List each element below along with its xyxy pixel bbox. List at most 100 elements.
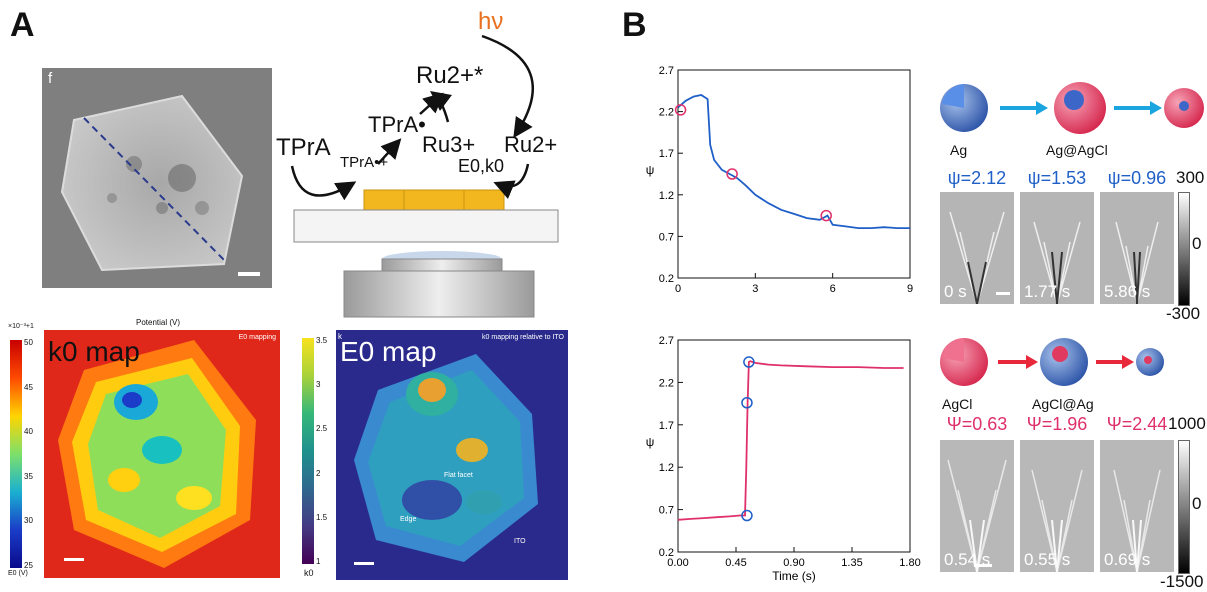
x-tick-label: 1.35 — [841, 557, 862, 569]
data-point-marker — [674, 104, 687, 116]
e0-tick: 2 — [316, 468, 321, 478]
e0-map-panel: 3.5 3 2.5 2 1.5 1 k0 E0 map k0 mapping r… — [296, 330, 576, 582]
top-scale-min: -300 — [1166, 304, 1201, 323]
wave-image-top: 0 s — [940, 192, 1014, 304]
sem-particle — [42, 68, 272, 288]
k0-tick: 25 — [24, 560, 33, 570]
x-tick-label: 0.90 — [783, 557, 804, 569]
sem-letter: f — [48, 70, 53, 87]
k0-colorbar-unit: ×10⁻³+1 — [8, 323, 34, 330]
psi-label-bottom: Ψ=1.96 — [1026, 414, 1088, 434]
x-tick-label: 1.80 — [899, 557, 920, 569]
y-tick-label: 1.7 — [659, 420, 674, 432]
k0-map-image: k0 map E0 mapping — [44, 330, 280, 578]
y-tick-label: 2.2 — [659, 107, 674, 119]
y-tick-label: 2.7 — [659, 335, 674, 347]
panel-label-a: A — [10, 6, 35, 44]
y-tick-label: 1.2 — [659, 190, 674, 202]
sem-image: f — [42, 68, 272, 288]
scale-bar — [238, 272, 260, 276]
series-line — [677, 94, 910, 230]
flat-facet-annotation: Flat facet — [444, 472, 473, 479]
time-label: 1.77 s — [1024, 282, 1071, 301]
e0-colorbar-ticks: 3.5 3 2.5 2 1.5 1 — [316, 336, 334, 566]
psi-label-bottom: Ψ=0.63 — [946, 414, 1008, 434]
electrode — [363, 189, 505, 211]
e0-tick: 1.5 — [316, 512, 328, 522]
wave-image-top: 1.77 s — [1020, 192, 1094, 304]
e0k0-label: E0,k0 — [458, 156, 505, 176]
k0-colorbar-label: E0 (V) — [8, 570, 28, 577]
k0-tick: 35 — [24, 471, 33, 481]
e0-tick: 1 — [316, 556, 321, 566]
psi-label-bottom: Ψ=2.44 — [1106, 414, 1168, 434]
y-tick-label: 1.7 — [659, 148, 674, 160]
tpra-radical-label: TPrA• — [368, 112, 426, 137]
bottom-sphere-row: AgCl AgCl@Ag — [936, 334, 1166, 414]
agcl-to-ag-diagram — [940, 338, 1164, 386]
data-point-marker — [820, 209, 832, 222]
psi-label-top: ψ=1.53 — [1027, 168, 1087, 188]
species-agcl-ag: AgCl@Ag — [1032, 396, 1094, 412]
y-tick-label: 1.2 — [659, 462, 674, 474]
ru3-label: Ru3+ — [422, 132, 476, 157]
y-axis-label: ψ — [646, 163, 655, 177]
y-tick-label: 2.7 — [659, 65, 674, 77]
k0-map-top-label: Potential (V) — [136, 318, 181, 327]
data-point-marker — [741, 397, 753, 409]
bottom-scale-mid: 0 — [1192, 494, 1202, 513]
k0-map-title: k0 map — [48, 336, 140, 367]
x-tick-label: 0.00 — [667, 557, 688, 569]
data-point-marker — [743, 356, 755, 368]
k0-tick: 30 — [24, 516, 33, 526]
x-tick-label: 3 — [752, 283, 758, 295]
agcl-ag-sphere — [1040, 338, 1088, 386]
y-tick-label: 2.2 — [659, 377, 674, 389]
ag-to-agcl-diagram — [940, 82, 1204, 134]
time-label: 0.55 s — [1024, 550, 1071, 569]
e0-scale-bar — [354, 562, 374, 565]
wave-image-bottom: 0.54 s — [940, 440, 1014, 572]
top-scale-max: 300 — [1176, 168, 1205, 187]
k0-tick: 50 — [24, 338, 33, 347]
e0-map-image: E0 map k0 mapping relative to ITO Flat f… — [336, 330, 568, 580]
top-sphere-row: Ag Ag@AgCl — [936, 80, 1206, 160]
time-label: 0.54 s — [944, 550, 991, 569]
e0-colorbar — [302, 338, 314, 564]
k0-tick: 40 — [24, 427, 33, 437]
x-tick-label: 0.45 — [725, 557, 746, 569]
wave-image-bottom: 0.55 s — [1020, 440, 1094, 572]
bottom-grayscale-bar — [1178, 440, 1190, 574]
plot-frame — [677, 339, 911, 553]
e0-colorbar-label: k0 — [304, 568, 314, 578]
ecl-mechanism: hν TPrA TPrA• TPrA•+ Ru2+* Ru3+ Ru2+ E0,… — [272, 4, 572, 324]
time-label: 0 s — [944, 282, 967, 301]
y-tick-label: 0.7 — [659, 505, 674, 517]
k0-colorbar-ticks: 50 45 40 35 30 25 — [24, 338, 42, 570]
top-scale-mid: 0 — [1192, 234, 1202, 253]
x-tick-label: 6 — [830, 283, 836, 295]
y-tick-label: 0.2 — [659, 273, 674, 285]
y-tick-label: 0.2 — [659, 547, 674, 559]
e0-map-title: E0 map — [340, 336, 437, 367]
data-point-marker — [741, 509, 753, 522]
wave-image-bottom: 0.69 s — [1100, 440, 1174, 572]
series-line — [677, 360, 904, 521]
mechanism-arrows — [290, 34, 559, 318]
e0-tick: 3 — [316, 380, 321, 390]
psi-label-top: ψ=0.96 — [1107, 168, 1167, 188]
tpra-cation-label: TPrA•+ — [340, 154, 389, 171]
psi-time-chart-top: 0.2 0.7 1.2 1.7 2.2 2.7 0 3 6 9 ψ — [646, 65, 913, 295]
species-agcl: AgCl — [942, 396, 973, 412]
k0-map-corner: E0 mapping — [238, 334, 276, 341]
y-tick-label: 0.7 — [659, 231, 674, 243]
top-grayscale-bar — [1178, 192, 1190, 306]
ito-annotation: ITO — [514, 538, 526, 545]
data-point-marker — [726, 168, 738, 180]
plot-frame — [677, 69, 911, 279]
ru2star-label: Ru2+* — [416, 62, 484, 89]
time-label: 0.69 s — [1104, 550, 1151, 569]
psi-label-top: ψ=2.12 — [947, 168, 1007, 188]
bottom-scale-max: 1000 — [1168, 414, 1206, 433]
time-label: 5.86 s — [1104, 282, 1151, 301]
